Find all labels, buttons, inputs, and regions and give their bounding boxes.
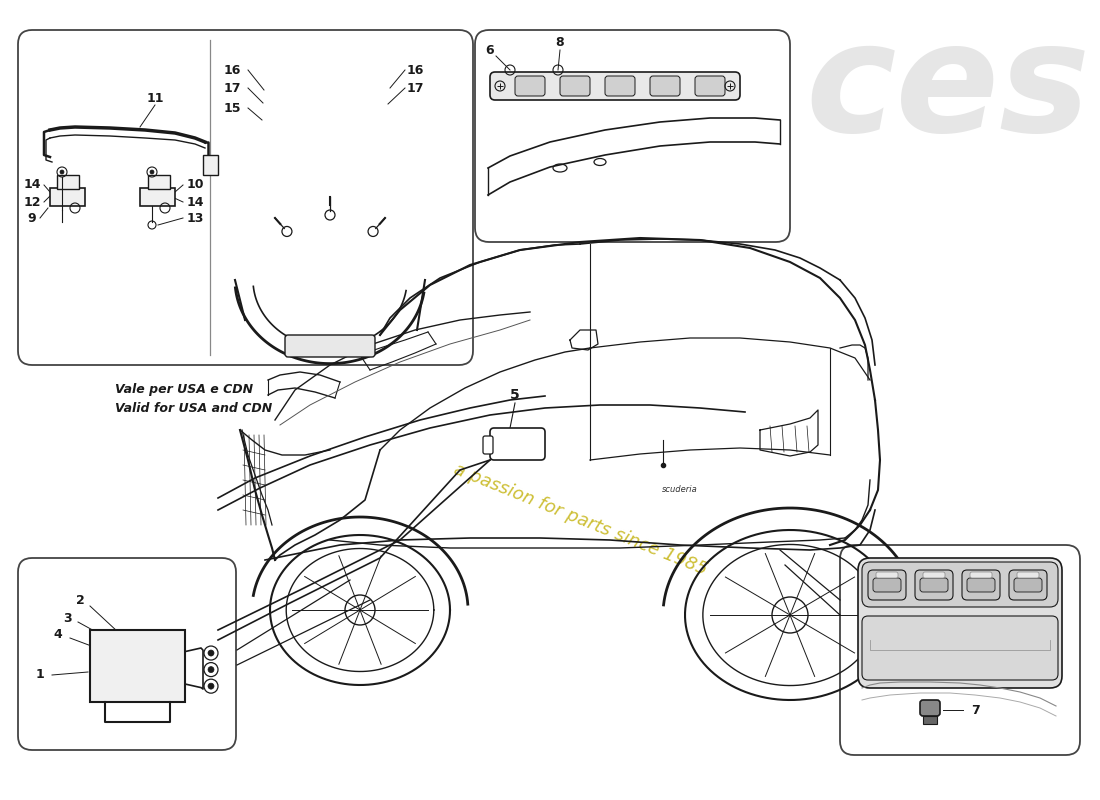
Circle shape — [208, 666, 214, 673]
FancyBboxPatch shape — [560, 76, 590, 96]
FancyBboxPatch shape — [876, 572, 898, 578]
Text: 6: 6 — [486, 43, 494, 57]
FancyBboxPatch shape — [650, 76, 680, 96]
FancyBboxPatch shape — [285, 335, 375, 357]
Text: 8: 8 — [556, 35, 564, 49]
Text: 14: 14 — [186, 195, 204, 209]
Text: Vale per USA e CDN: Vale per USA e CDN — [116, 383, 253, 397]
Text: 13: 13 — [186, 211, 204, 225]
Text: scuderia: scuderia — [662, 486, 697, 494]
Circle shape — [208, 650, 214, 656]
Text: 7: 7 — [970, 703, 979, 717]
FancyBboxPatch shape — [920, 578, 948, 592]
Text: 2: 2 — [76, 594, 85, 606]
Text: 3: 3 — [64, 611, 73, 625]
Text: 16: 16 — [406, 63, 424, 77]
Circle shape — [150, 170, 154, 174]
Text: 5: 5 — [510, 388, 520, 402]
Circle shape — [208, 683, 214, 689]
Text: 15: 15 — [223, 102, 241, 114]
Text: 17: 17 — [223, 82, 241, 94]
FancyBboxPatch shape — [515, 76, 544, 96]
Text: Valid for USA and CDN: Valid for USA and CDN — [116, 402, 273, 414]
FancyBboxPatch shape — [1018, 572, 1040, 578]
Text: 17: 17 — [406, 82, 424, 94]
Text: ces: ces — [805, 15, 1090, 164]
FancyBboxPatch shape — [490, 72, 740, 100]
FancyBboxPatch shape — [695, 76, 725, 96]
Text: 14: 14 — [23, 178, 41, 191]
FancyBboxPatch shape — [605, 76, 635, 96]
Text: 12: 12 — [23, 195, 41, 209]
Text: 4: 4 — [54, 629, 63, 642]
Text: 10: 10 — [186, 178, 204, 191]
FancyBboxPatch shape — [475, 30, 790, 242]
FancyBboxPatch shape — [483, 436, 493, 454]
FancyBboxPatch shape — [920, 700, 940, 716]
FancyBboxPatch shape — [962, 570, 1000, 600]
FancyBboxPatch shape — [18, 558, 236, 750]
FancyBboxPatch shape — [18, 30, 473, 365]
FancyBboxPatch shape — [915, 570, 953, 600]
FancyBboxPatch shape — [923, 716, 937, 724]
FancyBboxPatch shape — [862, 562, 1058, 607]
FancyBboxPatch shape — [862, 616, 1058, 680]
FancyBboxPatch shape — [57, 175, 79, 189]
FancyBboxPatch shape — [967, 578, 996, 592]
FancyBboxPatch shape — [1014, 578, 1042, 592]
FancyBboxPatch shape — [148, 175, 170, 189]
FancyBboxPatch shape — [858, 558, 1062, 688]
FancyBboxPatch shape — [923, 572, 945, 578]
Text: 1: 1 — [35, 669, 44, 682]
FancyBboxPatch shape — [204, 155, 218, 175]
FancyBboxPatch shape — [50, 188, 85, 206]
FancyBboxPatch shape — [490, 428, 544, 460]
Text: 11: 11 — [146, 91, 164, 105]
Text: 9: 9 — [28, 211, 36, 225]
FancyBboxPatch shape — [840, 545, 1080, 755]
FancyBboxPatch shape — [873, 578, 901, 592]
Circle shape — [60, 170, 64, 174]
Text: 16: 16 — [223, 63, 241, 77]
FancyBboxPatch shape — [868, 570, 906, 600]
FancyBboxPatch shape — [1009, 570, 1047, 600]
FancyBboxPatch shape — [140, 188, 175, 206]
FancyBboxPatch shape — [90, 630, 185, 702]
Text: a passion for parts since 1985: a passion for parts since 1985 — [451, 461, 710, 579]
FancyBboxPatch shape — [970, 572, 992, 578]
